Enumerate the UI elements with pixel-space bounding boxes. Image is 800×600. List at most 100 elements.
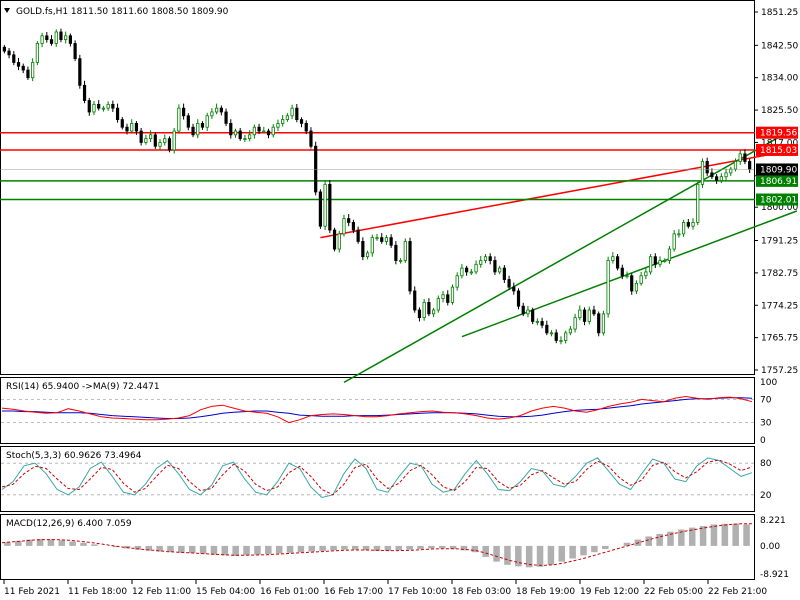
candle-body (243, 138, 247, 141)
rsi-pane[interactable] (0, 377, 755, 444)
candle-body (191, 126, 195, 136)
candle-body (196, 122, 200, 136)
candle-body (724, 172, 728, 178)
candle-body (507, 279, 511, 288)
candle-body (328, 183, 332, 231)
candle-body (474, 263, 478, 273)
candle-body (347, 218, 351, 223)
current-price-tag (756, 163, 798, 176)
candle-body (16, 62, 21, 67)
candle-body (59, 31, 63, 41)
candle-body (229, 122, 233, 136)
x-tick-label: 18 Feb 03:00 (452, 587, 511, 597)
level-price-tag (756, 174, 798, 187)
stoch-main-line[interactable] (1, 457, 753, 499)
candle-body (606, 260, 610, 315)
candle-body (31, 62, 35, 79)
trendline-0[interactable] (320, 153, 774, 239)
rsi-header: RSI(14) 65.9400 ->MA(9) 72.4471 (6, 382, 160, 392)
candle-body (101, 107, 106, 110)
rsi-line[interactable] (1, 395, 753, 424)
candle-body (158, 142, 162, 147)
candle-body (40, 35, 44, 44)
candle-body (248, 134, 252, 140)
x-tick-label: 11 Feb 18:00 (68, 587, 127, 597)
rsi-ma-line[interactable] (2, 397, 753, 419)
x-tick-label: 12 Feb 11:00 (132, 587, 191, 597)
candle-body (469, 271, 473, 274)
candle-body (342, 218, 346, 235)
y-tick-label: 1774.25 (761, 301, 798, 311)
candle-body (630, 275, 634, 292)
candle-body (281, 119, 285, 124)
candle-body (389, 237, 393, 246)
x-tick-label: 17 Feb 10:00 (388, 587, 447, 597)
candle-body (719, 176, 723, 181)
candle-body (295, 107, 299, 120)
main-pane[interactable] (0, 0, 755, 375)
candle-body (332, 229, 337, 250)
candle-body (568, 328, 572, 334)
y-tick-label: 1825.50 (761, 106, 798, 116)
candle-body (512, 286, 516, 292)
candle-body (45, 35, 49, 41)
macd-signal-line[interactable] (1, 523, 753, 566)
candle-body (743, 153, 747, 162)
candle-body (634, 282, 639, 292)
stoch-tick-label: 80 (760, 459, 772, 469)
candle-body (554, 332, 558, 341)
candle-body (139, 130, 143, 143)
candle-body (285, 115, 289, 120)
x-tick-label: 11 Feb 2021 (4, 587, 60, 597)
trendline-2[interactable] (461, 210, 798, 338)
candle-body (64, 35, 68, 41)
candle-body (115, 107, 120, 120)
candle-body (68, 35, 72, 44)
y-tick-label: 1851.25 (761, 8, 798, 18)
candle-body (611, 256, 615, 261)
macd-tick-label: 8.221 (760, 516, 786, 526)
candle-body (380, 237, 384, 242)
candle-body (535, 321, 539, 323)
candle-body (493, 260, 497, 273)
candle-body (120, 119, 124, 128)
candle-body (73, 43, 77, 60)
candle-body (314, 145, 318, 193)
candle-body (144, 138, 148, 143)
candle-body (667, 248, 672, 261)
candle-body (436, 298, 440, 311)
candle-body (413, 290, 417, 311)
collapse-triangle-icon[interactable] (4, 8, 10, 13)
candle-body (177, 107, 181, 132)
candle-body (219, 107, 223, 113)
trendline-1[interactable] (343, 126, 798, 384)
candle-body (715, 176, 719, 181)
candle-body (172, 130, 176, 151)
candle-body (479, 260, 483, 265)
candle-body (394, 244, 398, 261)
candle-body (7, 50, 11, 56)
candle-body (682, 222, 686, 235)
level-price-tag-label: 1806.91 (760, 177, 797, 187)
stoch-signal-line[interactable] (1, 459, 753, 496)
candle-body (564, 332, 568, 341)
candle-body (163, 138, 167, 143)
candle-body (653, 256, 657, 265)
candle-body (252, 126, 256, 136)
stoch-tick-label: 20 (760, 491, 772, 501)
level-price-tag (756, 143, 798, 156)
current-price-label: 1809.90 (760, 165, 797, 175)
candle-body (318, 191, 322, 227)
candle-body (21, 65, 25, 71)
candle-body (125, 126, 129, 132)
candle-body (620, 267, 624, 277)
candle-body (483, 256, 488, 261)
candle-body (82, 84, 87, 101)
candle-body (238, 130, 242, 140)
candle-body (733, 161, 738, 170)
candle-body (460, 267, 464, 277)
candle-body (601, 313, 606, 334)
candle-body (488, 256, 492, 261)
x-tick-label: 18 Feb 19:00 (516, 587, 575, 597)
